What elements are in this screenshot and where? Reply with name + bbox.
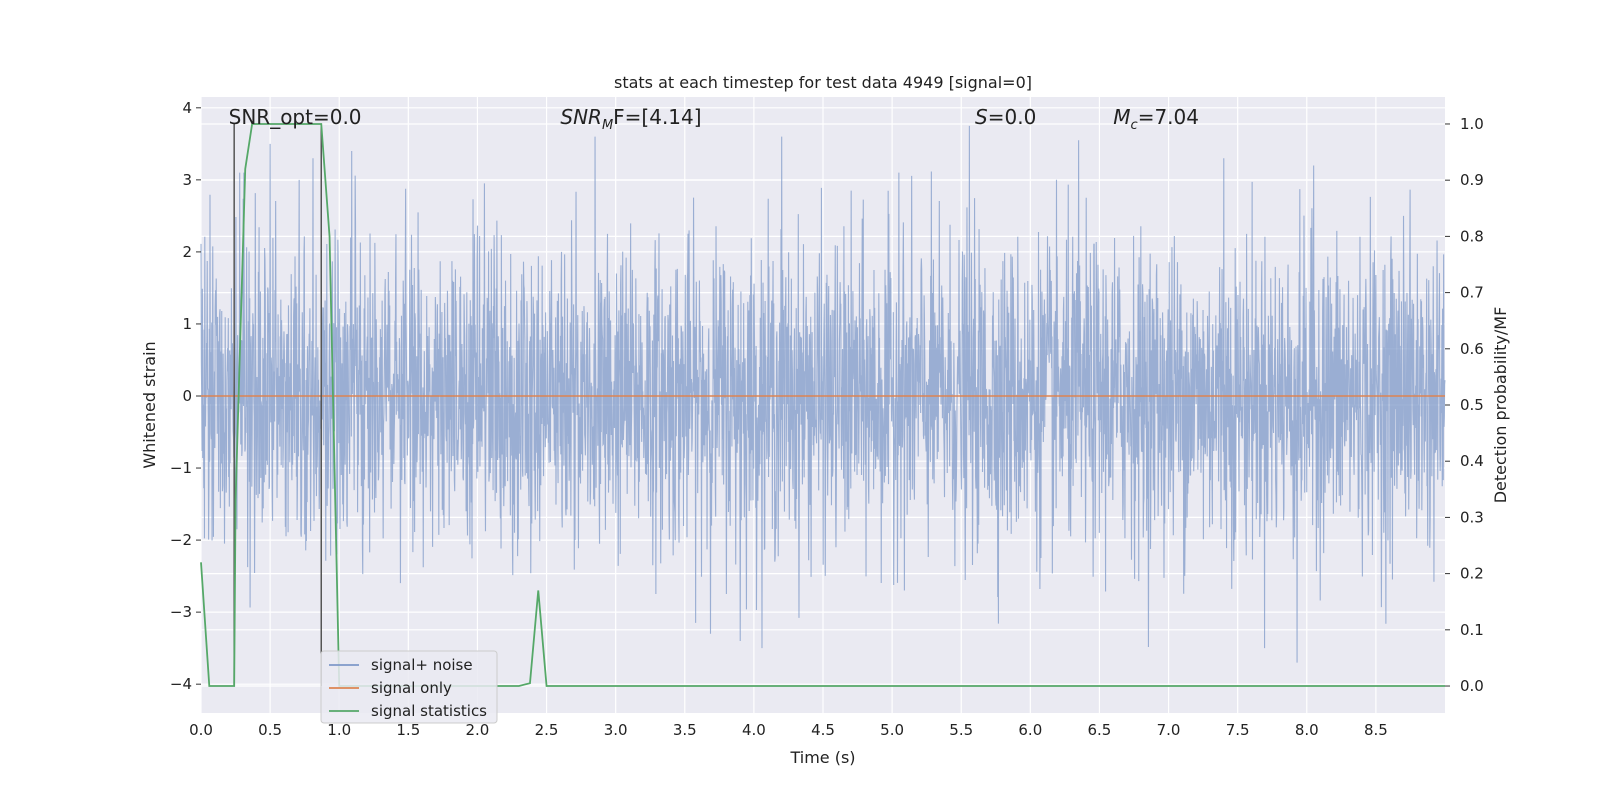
lines-layer [200, 123, 1445, 687]
y2-tick-label-2: 0.8 [1460, 227, 1484, 245]
annotation-1: SNRMF=[4.14] [560, 105, 701, 133]
annotation-3: Mc=7.04 [1113, 105, 1199, 133]
x-tick-label-16: 8.0 [1295, 721, 1319, 739]
x-tick-label-7: 3.5 [673, 721, 697, 739]
x-tick-label-14: 7.0 [1157, 721, 1181, 739]
y2-tick-label-8: 0.2 [1460, 565, 1484, 583]
x-tick-label-3: 1.5 [396, 721, 420, 739]
x-tick-label-2: 1.0 [327, 721, 351, 739]
x-tick-label-9: 4.5 [811, 721, 835, 739]
y2-tick-label-6: 0.4 [1460, 452, 1484, 470]
legend-label-0: signal+ noise [371, 656, 473, 674]
y2-axis-label: Detection probability/MF [1491, 307, 1510, 504]
y-axis-label: Whitened strain [140, 341, 159, 468]
x-tick-label-8: 4.0 [742, 721, 766, 739]
y-tick-label-7: −3 [170, 603, 192, 621]
annotation-0: SNR_opt=0.0 [229, 105, 362, 129]
legend-box [320, 650, 498, 724]
annotation-2: S=0.0 [975, 105, 1036, 129]
noise-series-layer [200, 125, 1446, 663]
y2-axis-ticks: 1.0 0.9 0.8 0.7 0.6 0.5 0.4 0.3 0.2 0.1 0.0 [1445, 115, 1484, 695]
y-tick-label-5: −1 [170, 459, 192, 477]
x-tick-label-6: 3.0 [604, 721, 628, 739]
legend-label-2: signal statistics [371, 702, 487, 720]
y2-tick-label-0: 1.0 [1460, 115, 1484, 133]
x-tick-label-4: 2.0 [466, 721, 490, 739]
y-tick-label-4: 0 [182, 387, 192, 405]
series-signal-noise-line [200, 125, 1446, 663]
y-tick-label-3: 1 [182, 315, 192, 333]
y2-tick-label-7: 0.3 [1460, 508, 1484, 526]
x-tick-label-1: 0.5 [258, 721, 282, 739]
legend-label-1: signal only [371, 679, 452, 697]
x-tick-label-17: 8.5 [1364, 721, 1388, 739]
y2-tick-label-4: 0.6 [1460, 340, 1484, 358]
chart-title: stats at each timestep for test data 494… [614, 73, 1032, 92]
y2-tick-label-5: 0.5 [1460, 396, 1484, 414]
x-axis-label: Time (s) [789, 748, 855, 767]
y-tick-label-6: −2 [170, 531, 192, 549]
series-signal-statistics-line [200, 123, 1445, 687]
annotations: SNR_opt=0.0 SNRMF=[4.14] S=0.0 Mc=7.04 [229, 105, 1199, 133]
y-tick-label-0: 4 [182, 99, 192, 117]
y2-tick-label-3: 0.7 [1460, 284, 1484, 302]
x-tick-label-5: 2.5 [535, 721, 559, 739]
y-tick-label-1: 3 [182, 171, 192, 189]
y-axis-ticks: 4 3 2 1 0 −1 −2 −3 −4 [170, 99, 201, 693]
y2-tick-label-1: 0.9 [1460, 171, 1484, 189]
legend: signal+ noise signal only signal statistic… [320, 650, 498, 724]
x-tick-label-13: 6.5 [1088, 721, 1112, 739]
x-tick-label-15: 7.5 [1226, 721, 1250, 739]
y-tick-label-8: −4 [170, 675, 192, 693]
x-axis-ticks: 0.0 0.5 1.0 1.5 2.0 2.5 3.0 3.5 4.0 4.5 5.0 5.5 6.0 6… [189, 721, 1388, 739]
y2-tick-label-10: 0.0 [1460, 677, 1484, 695]
x-tick-label-11: 5.5 [949, 721, 973, 739]
x-tick-label-0: 0.0 [189, 721, 213, 739]
x-tick-label-12: 6.0 [1018, 721, 1042, 739]
y-tick-label-2: 2 [182, 243, 192, 261]
y2-tick-label-9: 0.1 [1460, 621, 1484, 639]
x-tick-label-10: 5.0 [880, 721, 904, 739]
